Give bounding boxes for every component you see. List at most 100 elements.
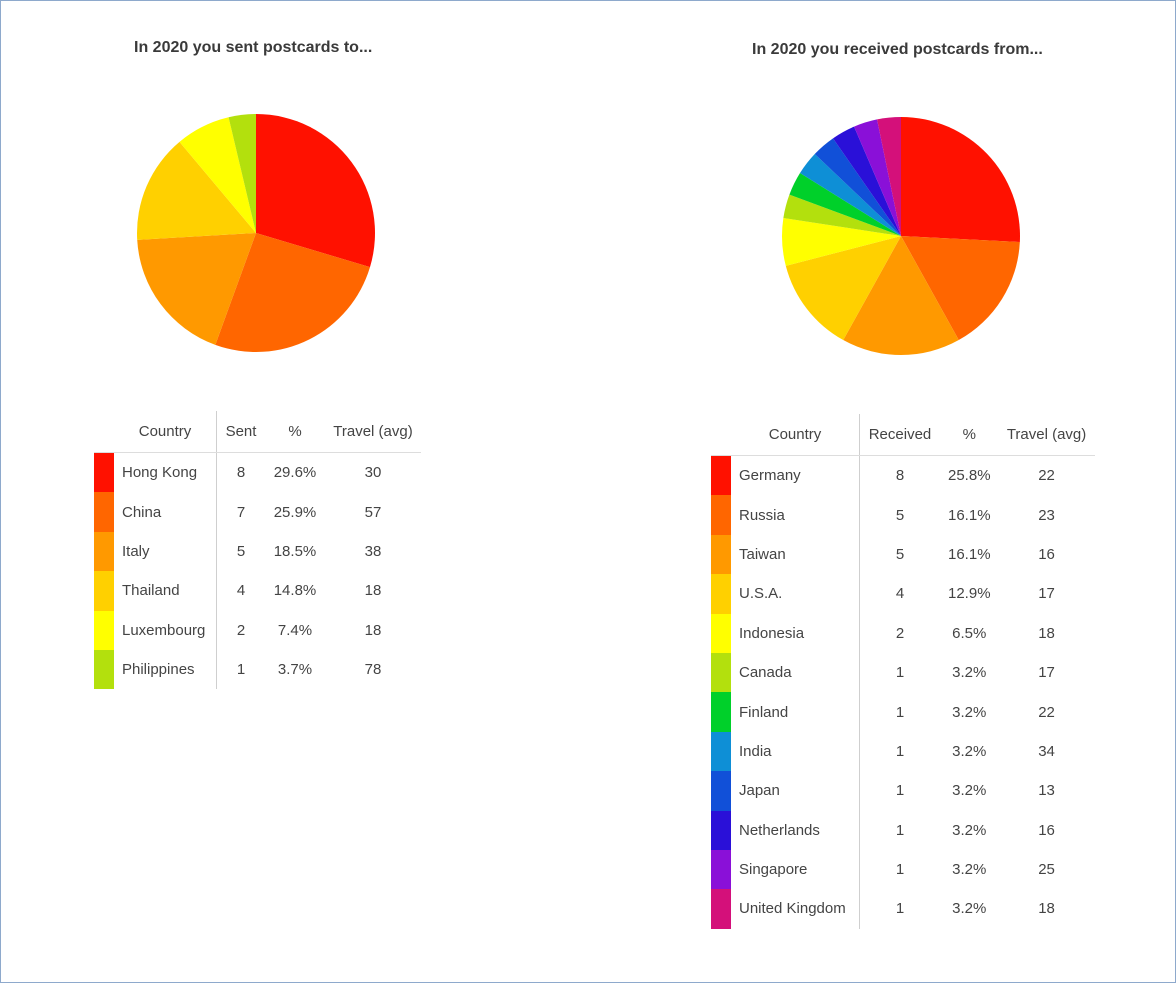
color-swatch [94, 610, 114, 650]
table-row: Italy 5 18.5% 38 [94, 531, 421, 572]
country-cell: Netherlands [731, 810, 860, 850]
pie-slice-india [800, 154, 901, 236]
header-count: Received [859, 414, 940, 456]
header-country: Country [731, 414, 860, 456]
country-cell: Thailand [114, 571, 217, 611]
pie-slice-canada [783, 194, 901, 236]
country-cell: Luxembourg [114, 610, 217, 650]
pie-slice-germany [901, 117, 1020, 243]
color-swatch [711, 613, 731, 653]
color-swatch [94, 649, 114, 690]
country-cell: Canada [731, 652, 860, 693]
color-swatch [711, 692, 731, 732]
table-row: Japan 1 3.2% 13 [711, 771, 1095, 811]
count-cell: 4 [236, 582, 246, 600]
travel-cell: 25 [1038, 861, 1055, 879]
color-swatch [711, 534, 731, 575]
header-swatch-spacer [94, 411, 114, 453]
count-cell: 1 [895, 861, 905, 879]
table-row: United Kingdom 1 3.2% 18 [711, 889, 1095, 929]
header-count: Sent [216, 411, 265, 453]
received-pie-chart [782, 117, 1020, 356]
count-cell: 4 [895, 585, 905, 603]
table-row: Taiwan 5 16.1% 16 [711, 534, 1095, 575]
travel-cell: 34 [1038, 742, 1055, 760]
pct-cell: 12.9% [948, 585, 991, 603]
table-row: Netherlands 1 3.2% 16 [711, 810, 1095, 850]
pie-slice-indonesia [782, 217, 901, 266]
table-row: Germany 8 25.8% 22 [711, 455, 1095, 496]
count-cell: 2 [236, 621, 246, 639]
count-cell: 1 [895, 664, 905, 682]
pct-cell: 18.5% [273, 542, 317, 560]
table-row: Thailand 4 14.8% 18 [94, 571, 421, 611]
header-travel: Travel (avg) [998, 414, 1095, 456]
count-cell: 8 [236, 464, 246, 482]
header-swatch-spacer [711, 414, 731, 456]
table-header-row: Country Received % Travel (avg) [711, 414, 1095, 456]
pct-cell: 3.2% [952, 861, 987, 879]
sent-pie-chart [137, 114, 375, 352]
pie-slice-taiwan [843, 236, 959, 356]
pct-cell: 7.4% [277, 621, 313, 639]
color-swatch [711, 771, 731, 811]
pct-cell: 3.2% [952, 742, 987, 760]
header-pct: % [940, 414, 999, 456]
table-row: Luxembourg 2 7.4% 18 [94, 610, 421, 650]
table-row: Canada 1 3.2% 17 [711, 652, 1095, 693]
travel-cell: 17 [1038, 585, 1055, 603]
country-cell: India [731, 731, 860, 772]
color-swatch [711, 849, 731, 890]
color-swatch [94, 492, 114, 532]
country-cell: Philippines [114, 649, 217, 690]
travel-cell: 18 [364, 582, 382, 600]
table-row: Philippines 1 3.7% 78 [94, 649, 421, 690]
travel-cell: 22 [1038, 467, 1055, 485]
travel-cell: 38 [364, 542, 382, 560]
pie-slice-netherlands [833, 126, 901, 236]
travel-cell: 18 [1038, 624, 1055, 642]
table-row: India 1 3.2% 34 [711, 731, 1095, 772]
count-cell: 1 [895, 782, 905, 800]
color-swatch [94, 453, 114, 493]
count-cell: 1 [895, 742, 905, 760]
country-cell: China [114, 492, 217, 532]
pie-slice-singapore [854, 119, 901, 236]
count-cell: 1 [895, 821, 905, 839]
pie-slice-luxembourg [179, 117, 256, 233]
pct-cell: 16.1% [948, 545, 991, 563]
color-swatch [94, 571, 114, 611]
pct-cell: 14.8% [273, 582, 317, 600]
pct-cell: 6.5% [952, 624, 987, 642]
pie-slice-finland [789, 173, 901, 236]
table-row: China 7 25.9% 57 [94, 492, 421, 532]
pct-cell: 3.2% [952, 821, 987, 839]
travel-cell: 18 [1038, 900, 1055, 918]
color-swatch [711, 495, 731, 535]
count-cell: 1 [895, 900, 905, 918]
travel-cell: 30 [364, 464, 382, 482]
pie-slice-hong-kong [256, 114, 375, 268]
table-row: Russia 5 16.1% 23 [711, 495, 1095, 535]
table-row: Indonesia 2 6.5% 18 [711, 613, 1095, 653]
travel-cell: 13 [1038, 782, 1055, 800]
travel-cell: 57 [364, 503, 382, 521]
travel-cell: 23 [1038, 506, 1055, 524]
travel-cell: 17 [1038, 664, 1055, 682]
color-swatch [711, 652, 731, 693]
pie-slice-thailand [137, 141, 256, 240]
table-header-row: Country Sent % Travel (avg) [94, 411, 421, 453]
country-cell: United Kingdom [731, 889, 860, 929]
country-cell: U.S.A. [731, 574, 860, 614]
color-swatch [711, 731, 731, 772]
table-row: Finland 1 3.2% 22 [711, 692, 1095, 732]
pct-cell: 25.9% [273, 503, 317, 521]
header-pct: % [265, 411, 325, 453]
count-cell: 7 [236, 503, 246, 521]
pct-cell: 3.2% [952, 900, 987, 918]
count-cell: 5 [895, 506, 905, 524]
pct-cell: 3.2% [952, 703, 987, 721]
travel-cell: 22 [1038, 703, 1055, 721]
header-country: Country [114, 411, 217, 453]
color-swatch [711, 889, 731, 929]
